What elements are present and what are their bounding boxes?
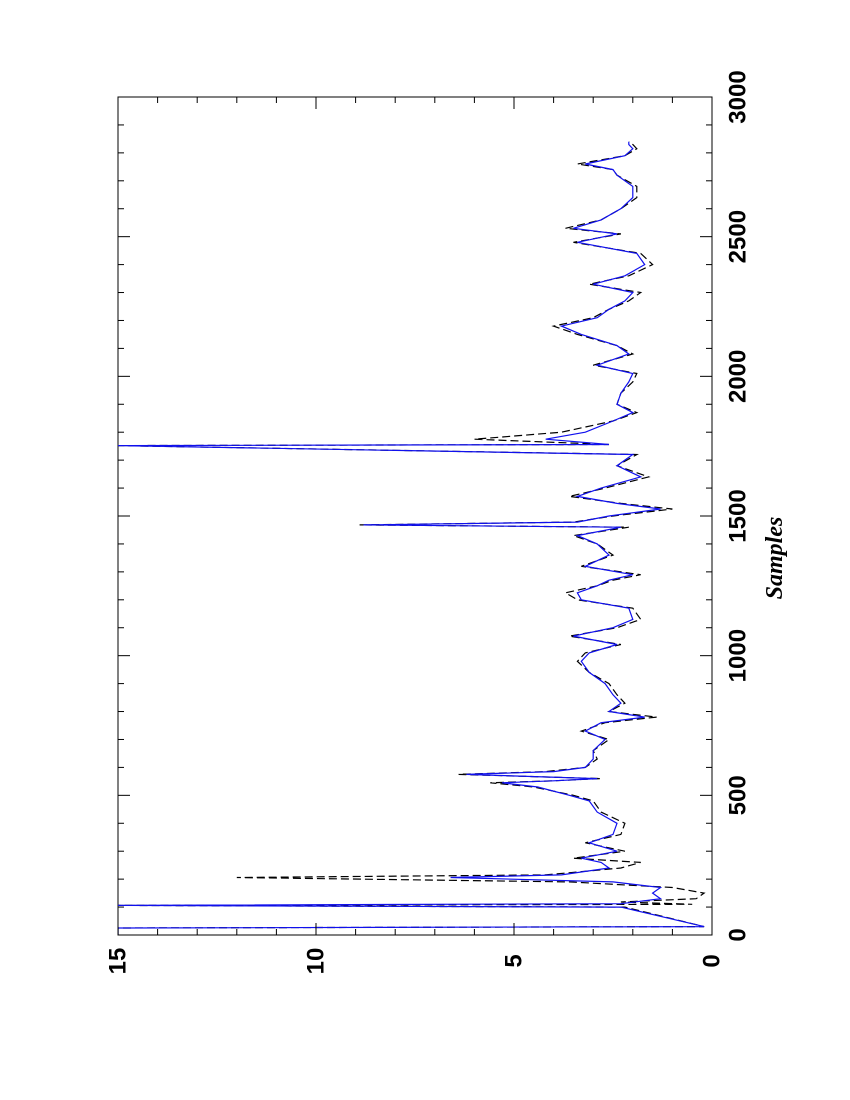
plot-frame bbox=[117, 96, 713, 936]
y-tick-label: 15 bbox=[105, 948, 132, 975]
ticks-layer: 0 500 1000 1500 2000 2500 3000 0 5 10 15 bbox=[105, 70, 752, 974]
plot-border bbox=[117, 96, 713, 936]
x-axis-title: Samples bbox=[762, 517, 788, 600]
x-tick-label: 2000 bbox=[725, 350, 752, 403]
series-line-2 bbox=[118, 141, 705, 935]
x-tick-label: 3000 bbox=[725, 70, 752, 123]
series-layer bbox=[118, 141, 706, 935]
y-tick-label: 0 bbox=[699, 954, 726, 967]
y-tick-label: 5 bbox=[501, 954, 528, 967]
x-tick-label: 500 bbox=[725, 775, 752, 815]
x-tick-label: 2500 bbox=[725, 210, 752, 263]
x-tick-label: 1000 bbox=[725, 629, 752, 682]
x-tick-label: 1500 bbox=[725, 489, 752, 542]
series-line-1 bbox=[118, 141, 706, 935]
y-tick-label: 10 bbox=[303, 948, 330, 975]
x-tick-label: 0 bbox=[725, 928, 752, 941]
